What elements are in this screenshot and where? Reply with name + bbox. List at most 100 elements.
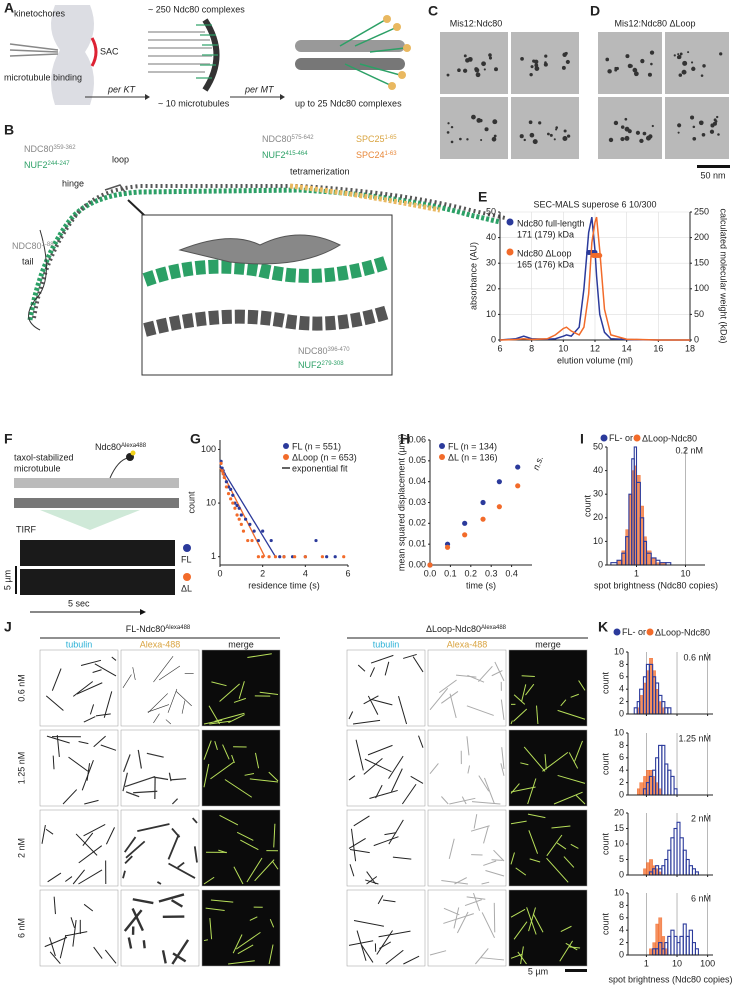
legend: FL- or [622, 627, 646, 637]
filament [208, 705, 221, 725]
particle [629, 64, 633, 68]
label: per KT [107, 84, 137, 94]
filament [273, 823, 276, 848]
y-tick-label: 150 [694, 258, 709, 268]
absorbance-line [499, 216, 690, 341]
panel-title: Mis12:Ndc80 ΔLoop [614, 18, 695, 28]
particle [640, 58, 645, 64]
y-axis-label: count [582, 494, 592, 517]
data-point [261, 529, 265, 533]
particle [717, 133, 720, 136]
inset [141, 214, 393, 376]
filament [249, 916, 258, 921]
filament [47, 872, 62, 883]
filament [93, 946, 103, 959]
particle [624, 117, 628, 121]
y-tick-label: 30 [486, 258, 496, 268]
particle [690, 61, 694, 64]
filament [360, 944, 374, 963]
data-point [248, 522, 252, 527]
filament [544, 754, 547, 770]
data-point [221, 472, 225, 476]
filament [147, 693, 168, 713]
data-point [278, 555, 282, 559]
filament [222, 744, 230, 760]
filament [510, 908, 526, 918]
filament [478, 665, 493, 683]
filament [366, 876, 378, 885]
particle [471, 114, 476, 120]
y-axis-label: absorbance (AU) [468, 242, 478, 310]
filament [557, 774, 586, 784]
annotation: 6 nM [691, 893, 711, 903]
x-axis-label: elution volume (ml) [557, 355, 633, 365]
spc-helix [289, 183, 441, 213]
filament [466, 896, 486, 900]
filament [363, 695, 379, 705]
particle [692, 125, 696, 129]
filament [456, 911, 469, 934]
micrograph [39, 809, 119, 887]
filament [133, 790, 158, 794]
filament [467, 765, 471, 774]
filament [373, 836, 399, 847]
filament [104, 949, 117, 964]
filament [203, 939, 209, 942]
legend-marker [613, 628, 621, 636]
annotation: n.s. [531, 454, 545, 471]
y-tick-label: 100 [201, 444, 216, 454]
filament [474, 948, 489, 965]
data-point [226, 492, 231, 496]
panel-label: H [400, 431, 410, 447]
y-tick-label: 40 [486, 232, 496, 242]
data-point [224, 480, 228, 484]
filament [93, 735, 106, 748]
legend-label: FL (n = 134) [448, 441, 497, 451]
channel-label: tubulin [66, 639, 93, 649]
filament [367, 744, 393, 756]
x-tick-label: 1 [644, 958, 649, 968]
particle [519, 134, 524, 139]
legend-marker [646, 628, 654, 636]
filament [51, 668, 62, 691]
filament [510, 720, 513, 725]
filament [56, 735, 60, 758]
scale-bar [697, 165, 730, 168]
filament [429, 688, 449, 711]
label: TIRF [16, 524, 36, 534]
particle [607, 69, 612, 74]
data-point [462, 520, 468, 526]
filament [384, 832, 397, 836]
particle [530, 65, 534, 69]
sac [90, 37, 98, 67]
particle [687, 51, 690, 54]
filament [203, 719, 223, 725]
legend-label: ΔL (n = 136) [448, 452, 497, 462]
axes [606, 447, 705, 566]
inset-ndc80 [143, 305, 391, 337]
filament [168, 862, 196, 879]
filament [501, 747, 505, 770]
region-label: NDC80396-470 [298, 346, 350, 356]
panel-label: B [4, 122, 14, 138]
filament [384, 661, 390, 676]
filament [167, 688, 178, 713]
region-label: NDC801-88 [12, 241, 54, 251]
legend-label: exponential fit [292, 463, 348, 473]
y-tick-label: 0 [619, 708, 624, 718]
filament [272, 861, 279, 870]
histogram-bar [636, 475, 641, 566]
ndc80-helix [32, 184, 506, 319]
filament [453, 907, 460, 929]
particle [534, 63, 539, 68]
filament [510, 786, 536, 793]
filament [124, 776, 156, 788]
particle [608, 137, 614, 143]
filament [131, 908, 144, 932]
axes [627, 893, 713, 956]
y-tick-label: 6 [619, 912, 624, 922]
data-point [325, 555, 329, 559]
particle [450, 125, 454, 129]
x-tick-label: 0 [217, 568, 222, 578]
filament [105, 827, 115, 845]
